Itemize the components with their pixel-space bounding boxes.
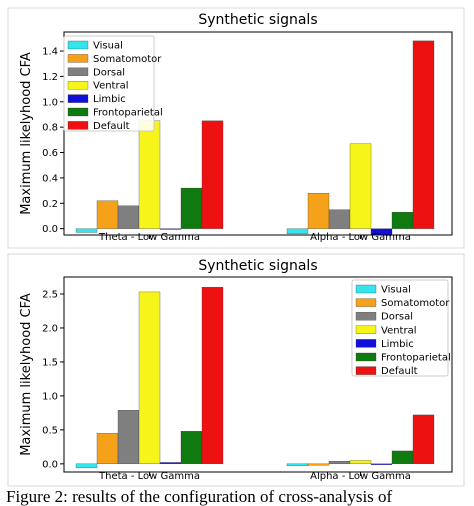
c1-legend-label-visual: Visual [93, 41, 123, 52]
c1-plot-frame [63, 31, 453, 236]
c1-legend-label-limbic: Limbic [93, 94, 126, 105]
c2-bar-dorsal-2 [328, 460, 351, 464]
c2-legend-swatch-somatomotor [355, 298, 377, 307]
c1-bar-visual-1 [75, 228, 98, 233]
c2-legend-swatch-ventral [355, 325, 377, 334]
c2-legend-label-somatomotor: Somatomotor [381, 298, 450, 309]
c2-bar-ventral-2 [349, 460, 372, 464]
c1-y-axis-label: Maximum likelyhood CFA [19, 52, 34, 215]
c2-legend-label-visual: Visual [381, 285, 411, 296]
c1-legend-label-default: Default [93, 121, 130, 132]
c2-legend-label-ventral: Ventral [381, 325, 417, 336]
c1-bar-frontoparietal-2 [391, 212, 414, 229]
c1-x-tick-label: Alpha - Low Gamma [310, 232, 411, 243]
c1-x-tick-label: Theta - Low Gamma [98, 232, 200, 243]
c1-legend-label-frontoparietal: Frontoparietal [93, 108, 163, 119]
c1-bar-dorsal-1 [117, 205, 140, 229]
c2-legend-swatch-visual [355, 284, 377, 294]
c2-legend-swatch-frontoparietal [355, 352, 377, 362]
c1-bar-ventral-2 [349, 143, 372, 229]
c2-bar-limbic-2 [370, 463, 393, 465]
c1-bar-somatomotor-2 [307, 192, 330, 229]
c2-bar-frontoparietal-2 [391, 450, 414, 464]
c2-bar-limbic-1 [159, 462, 182, 464]
c1-y-tick-label: 1.2 [42, 72, 58, 83]
c1-bar-default-2 [412, 40, 435, 229]
c1-bar-limbic-1 [159, 228, 182, 230]
c2-x-tick-label: Alpha - Low Gamma [310, 471, 411, 482]
c2-legend-label-frontoparietal: Frontoparietal [381, 353, 451, 364]
c1-bar-default-1 [201, 120, 224, 229]
c2-chart-title: Synthetic signals [198, 258, 317, 274]
c1-legend-swatch-dorsal [67, 67, 89, 76]
c2-legend-swatch-limbic [355, 339, 377, 348]
c2-y-tick-label: 0.0 [42, 459, 58, 470]
c2-bar-default-2 [412, 414, 435, 464]
c2-y-tick-label: 2.5 [42, 289, 58, 300]
c1-legend-swatch-ventral [67, 81, 89, 90]
c1-legend-label-dorsal: Dorsal [93, 67, 125, 78]
c2-bar-somatomotor-2 [307, 463, 330, 466]
c2-bar-ventral-1 [138, 291, 161, 464]
c2-bar-frontoparietal-1 [180, 431, 203, 464]
c1-legend-swatch-visual [67, 40, 89, 50]
c1-chart-title: Synthetic signals [198, 12, 317, 28]
c2-y-tick-label: 1.5 [42, 357, 58, 368]
c1-legend-label-ventral: Ventral [93, 81, 129, 92]
c1-y-tick-label: 0.8 [42, 123, 58, 134]
c1-bar-ventral-1 [138, 120, 161, 229]
c2-legend-swatch-dorsal [355, 312, 377, 321]
c1-bar-visual-2 [286, 228, 309, 234]
c1-y-tick-label: 0.4 [42, 173, 58, 184]
c1-legend-label-somatomotor: Somatomotor [93, 54, 162, 65]
c2-y-axis-label: Maximum likelyhood CFA [19, 293, 34, 456]
c1-y-tick-label: 1.4 [42, 47, 58, 58]
c1-legend-swatch-frontoparietal [67, 107, 89, 117]
c2-bar-visual-2 [286, 463, 309, 467]
c2-panel-frame [7, 253, 465, 487]
c1-bar-frontoparietal-1 [180, 187, 203, 229]
c1-legend-swatch-somatomotor [67, 54, 89, 63]
c1-bar-dorsal-2 [328, 209, 351, 229]
c1-panel-frame [7, 7, 465, 249]
c2-legend-swatch-default [355, 366, 377, 375]
c2-legend-label-dorsal: Dorsal [381, 312, 413, 323]
c2-y-tick-label: 2.0 [42, 323, 58, 334]
c2-bar-default-1 [201, 287, 224, 464]
c2-legend-label-default: Default [381, 366, 418, 377]
c1-y-tick-label: 1.0 [42, 97, 58, 108]
c1-bar-somatomotor-1 [96, 200, 119, 229]
c2-y-tick-label: 1.0 [42, 391, 58, 402]
c1-legend-swatch-default [67, 121, 89, 130]
c2-plot-frame [63, 276, 453, 473]
c2-x-tick-label: Theta - Low Gamma [98, 471, 200, 482]
figure-caption: Figure 2: results of the configuration o… [6, 488, 393, 506]
c2-legend-label-limbic: Limbic [381, 339, 414, 350]
c1-legend-swatch-limbic [67, 94, 89, 103]
c1-y-tick-label: 0.2 [42, 199, 58, 210]
c1-y-tick-label: 0.6 [42, 148, 58, 159]
c2-bar-somatomotor-1 [96, 433, 119, 464]
c2-bar-visual-1 [75, 463, 98, 469]
c1-y-tick-label: 0.0 [42, 224, 58, 235]
c2-y-tick-label: 0.5 [42, 425, 58, 436]
c2-bar-dorsal-1 [117, 410, 140, 464]
